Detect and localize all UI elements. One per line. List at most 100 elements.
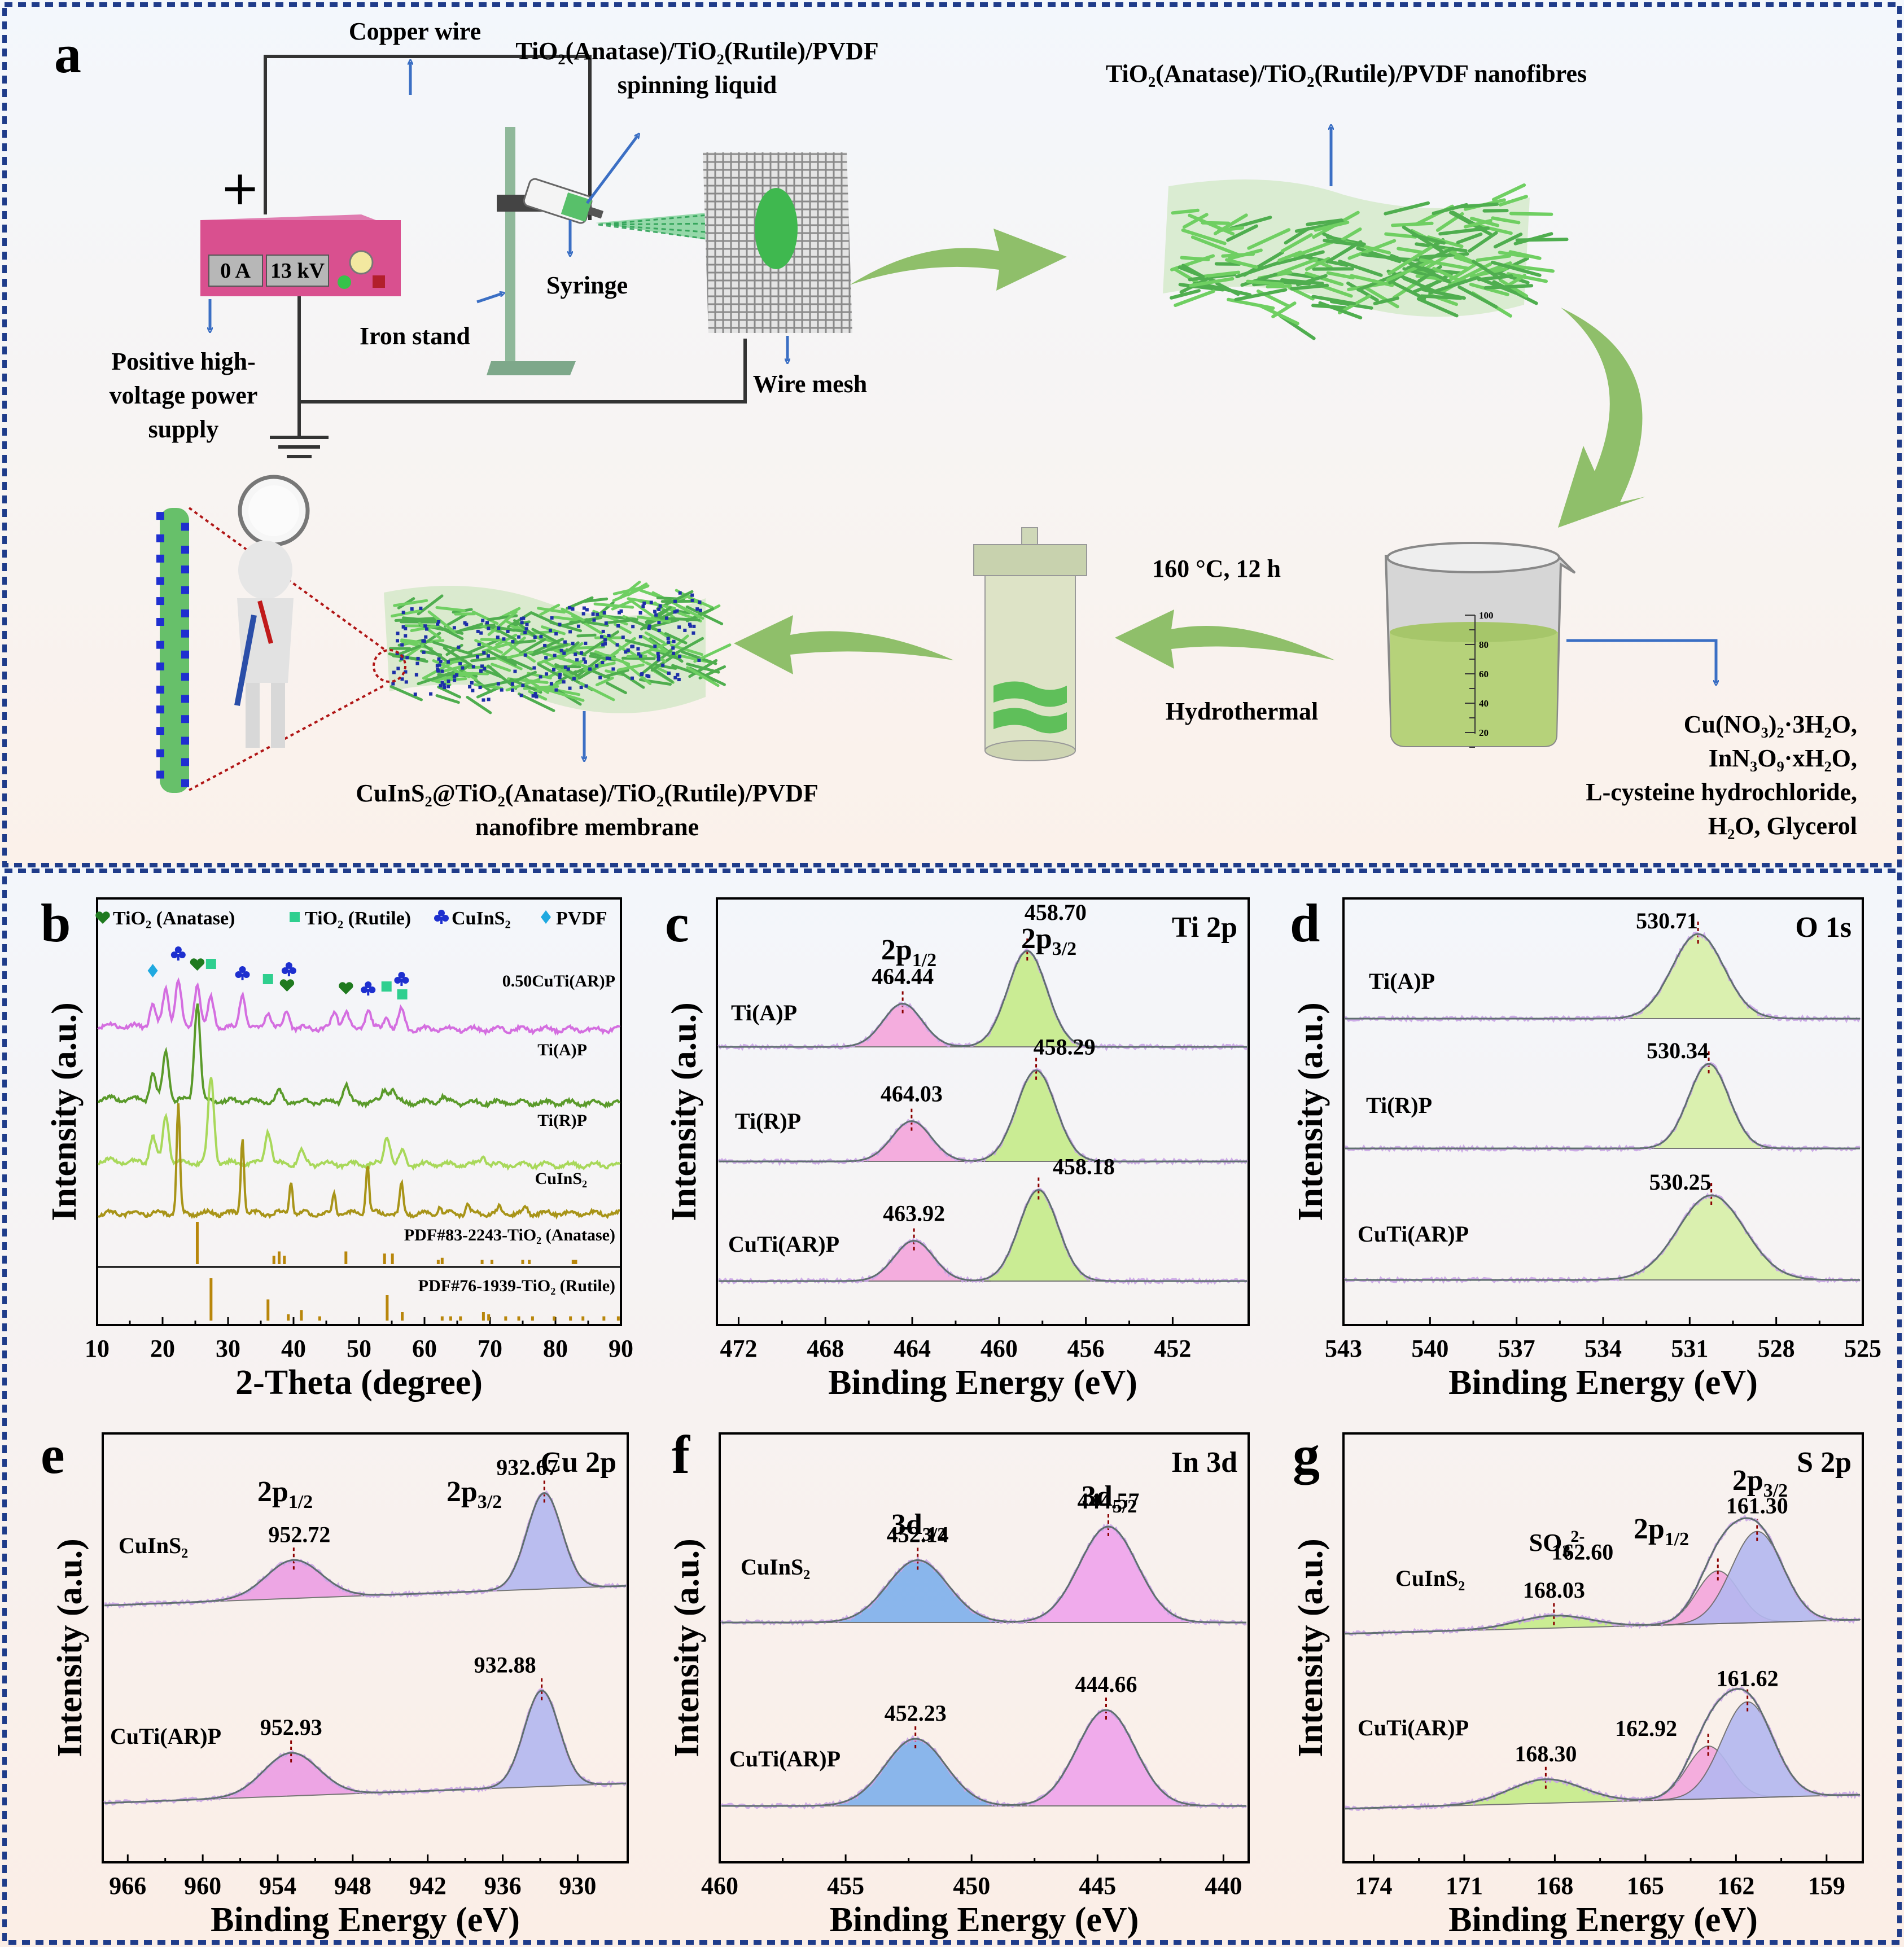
cuins2-particle — [605, 656, 609, 660]
ground-wire — [297, 296, 747, 404]
membrane-fiber — [583, 597, 609, 603]
cuins2-particle — [437, 620, 441, 624]
club-lobe — [394, 977, 401, 984]
cuins2-particle — [579, 686, 583, 690]
cuins2-particle — [156, 618, 164, 626]
reagents-arrow — [1566, 639, 1716, 683]
nanofibre — [1235, 260, 1284, 279]
membrane-fiber — [432, 641, 473, 656]
nanofibre — [1182, 213, 1209, 229]
cuins2-particle — [582, 606, 586, 610]
series-label: 0.50CuTi(AR)P — [502, 972, 615, 990]
membrane-fiber — [605, 618, 638, 625]
nanofibre — [1172, 267, 1201, 285]
nanofibre — [1280, 233, 1313, 253]
club-lobe — [398, 972, 405, 979]
flow-arrow-3 — [1115, 609, 1335, 669]
cuins2-particle — [535, 695, 539, 699]
membrane-fiber — [619, 580, 641, 599]
nanofibre — [1311, 295, 1356, 306]
nanofibre — [1475, 223, 1513, 235]
cuins2-particle — [410, 607, 414, 611]
membrane-fiber — [639, 641, 672, 656]
cuins2-particle — [422, 650, 426, 654]
nanofibre — [1201, 270, 1241, 278]
nanofibre — [1277, 250, 1302, 262]
cuins2-particle — [497, 626, 501, 630]
reagent-1: Cu(NO₃)₂·3H₂O, — [1684, 711, 1857, 738]
cuins2-particle — [156, 534, 164, 542]
cuins2-particle — [638, 654, 642, 658]
nanofibre — [1290, 283, 1329, 291]
cuins2-particle — [690, 598, 694, 602]
anatase-marker-icon — [190, 958, 205, 971]
panel-c-letter: c — [665, 893, 689, 953]
anatase-marker-icon — [339, 982, 353, 994]
y-axis-title: Intensity (a.u.) — [1292, 1538, 1330, 1757]
membrane-fiber — [686, 666, 720, 687]
nanofibre — [1506, 264, 1555, 273]
membrane-fiber — [567, 658, 589, 669]
nanofibre — [1221, 252, 1255, 258]
cuins2-particle — [692, 624, 696, 628]
cuins2-particle — [181, 650, 189, 659]
nanofibre — [1463, 219, 1492, 229]
cuins2-particle — [525, 622, 529, 626]
cuins2-particle — [401, 611, 405, 615]
cuins2-particle — [435, 664, 439, 668]
peak-value-label: 952.93 — [260, 1714, 322, 1740]
club-lobe — [243, 971, 250, 978]
cuins2-particle — [654, 613, 658, 617]
membrane-fiber — [474, 639, 503, 654]
spinning-liquid-label-2: spinning liquid — [618, 71, 777, 99]
cuins2-particle — [452, 626, 456, 630]
nanofibre — [1456, 232, 1483, 244]
xps-envelope — [1345, 1194, 1860, 1281]
x-tick-label: 537 — [1498, 1335, 1535, 1362]
xrd-series-line — [97, 977, 621, 1036]
membrane-fiber — [626, 655, 647, 658]
club-stem — [440, 917, 443, 924]
membrane-fiber — [642, 649, 672, 674]
cuins2-particle — [600, 635, 604, 639]
membrane-fiber — [444, 612, 469, 628]
x-tick-label: 30 — [216, 1335, 240, 1362]
nanofibre — [1296, 274, 1328, 287]
panel-f-letter: f — [672, 1424, 690, 1485]
membrane-fiber — [402, 616, 437, 622]
spinning-liquid-label-1: TiO₂(Anatase)/TiO₂(Rutile)/PVDF — [515, 37, 878, 65]
cuins2-particle — [677, 678, 681, 682]
club-lobe — [239, 966, 246, 973]
cuins2-particle — [533, 635, 537, 639]
nanofibre — [1498, 251, 1530, 258]
x-tick-label: 525 — [1844, 1335, 1881, 1362]
cuins2-particle — [673, 599, 677, 603]
membrane-fiber — [644, 631, 666, 644]
membrane-fiber — [487, 610, 518, 636]
cuins2-particle — [592, 618, 596, 622]
cuins2-particle — [482, 651, 486, 655]
cuins2-particle — [543, 643, 547, 647]
x-tick-label: 528 — [1758, 1335, 1795, 1362]
cuins2-marker-icon — [281, 962, 296, 976]
iron-stand-label: Iron stand — [360, 322, 470, 350]
membrane-fiber — [629, 599, 658, 620]
membrane-fiber — [576, 633, 597, 638]
xrd-series-line — [97, 1003, 621, 1109]
cuins2-particle — [396, 666, 400, 670]
zoom-line-bottom — [189, 685, 384, 791]
cuins2-particle — [619, 609, 623, 613]
club-stem — [287, 970, 290, 976]
cuins2-marker-icon — [434, 910, 449, 924]
x-tick-label: 464 — [894, 1335, 931, 1362]
cuins2-particle — [416, 656, 420, 660]
membrane-fiber — [577, 667, 596, 680]
nanofibre — [1509, 212, 1553, 216]
cuins2-particle — [691, 631, 695, 635]
nanofibre — [1207, 284, 1252, 297]
cuins2-particle — [588, 667, 592, 671]
x-tick-label: 543 — [1325, 1335, 1362, 1362]
nanofibre — [1498, 195, 1528, 207]
cuins2-particle — [563, 665, 567, 669]
